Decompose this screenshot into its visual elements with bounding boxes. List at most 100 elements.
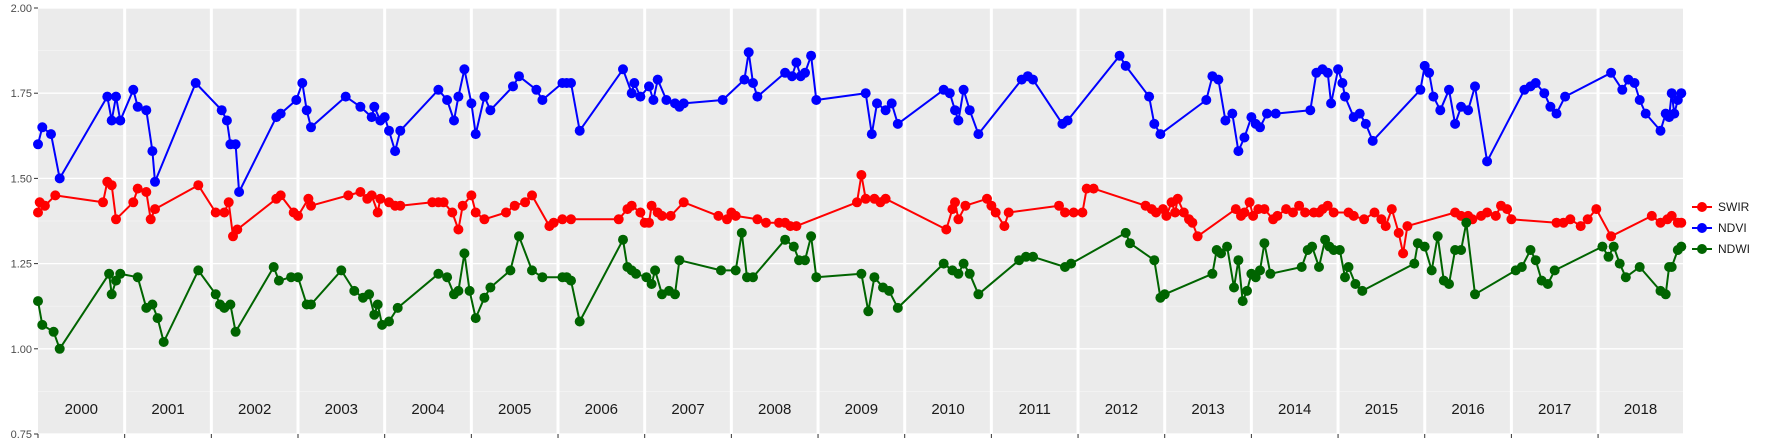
data-point-ndwi <box>670 289 680 300</box>
data-point-ndwi <box>1516 262 1527 272</box>
year-label: 2007 <box>671 401 704 418</box>
data-point-ndwi <box>306 299 316 310</box>
data-point-swir <box>557 214 568 225</box>
data-point-swir <box>657 210 667 221</box>
data-point-ndvi <box>102 91 113 102</box>
data-point-swir <box>1077 207 1088 218</box>
data-point-swir <box>50 190 61 201</box>
data-point-swir <box>1192 231 1203 242</box>
data-point-ndvi <box>1340 91 1350 102</box>
data-point-ndwi <box>953 268 964 279</box>
data-point-ndwi <box>1296 262 1307 272</box>
data-point-ndvi <box>1551 108 1562 119</box>
data-point-ndvi <box>111 91 121 102</box>
data-point-ndwi <box>863 306 874 317</box>
series-lines <box>33 47 1687 354</box>
data-point-ndvi <box>1028 74 1038 85</box>
legend-key-point <box>1697 223 1707 233</box>
data-point-swir <box>232 224 243 235</box>
data-point-ndwi <box>1350 279 1361 289</box>
data-point-ndvi <box>390 146 401 157</box>
data-point-swir <box>852 197 862 208</box>
data-point-swir <box>457 200 468 211</box>
data-point-swir <box>1244 197 1255 208</box>
data-point-ndwi <box>892 302 903 313</box>
data-point-ndvi <box>115 115 126 126</box>
data-point-swir <box>1386 204 1397 215</box>
data-point-ndwi <box>1242 285 1252 296</box>
data-point-ndvi <box>1354 108 1365 119</box>
data-point-swir <box>950 197 960 208</box>
data-point-ndvi <box>1463 105 1474 116</box>
data-point-ndwi <box>1461 217 1472 228</box>
year-label: 2008 <box>758 401 791 418</box>
data-point-ndvi <box>230 139 241 150</box>
year-label: 2016 <box>1451 401 1484 418</box>
data-point-ndvi <box>514 71 524 82</box>
y-tick-label: 2.00 <box>11 3 32 15</box>
data-point-swir <box>1172 193 1183 204</box>
y-tick-label: 1.50 <box>11 173 32 185</box>
data-point-ndwi <box>973 289 984 300</box>
data-point-ndvi <box>459 64 470 75</box>
data-point-swir <box>1178 207 1189 218</box>
data-point-ndvi <box>537 95 548 105</box>
data-point-ndvi <box>531 84 542 95</box>
data-point-ndwi <box>938 258 949 269</box>
data-point-ndwi <box>1120 227 1131 238</box>
year-label: 2005 <box>498 401 531 418</box>
data-point-ndvi <box>1155 129 1166 140</box>
data-point-ndwi <box>505 265 516 276</box>
data-point-ndvi <box>470 129 481 140</box>
data-point-swir <box>960 200 971 211</box>
data-point-ndwi <box>459 248 470 259</box>
year-label: 2002 <box>238 401 271 418</box>
data-point-ndvi <box>1676 88 1687 99</box>
data-point-swir <box>646 200 657 211</box>
data-point-swir <box>1248 210 1259 221</box>
data-point-ndwi <box>806 231 817 242</box>
data-point-ndwi <box>1255 265 1265 276</box>
data-point-swir <box>1490 210 1501 221</box>
data-point-ndwi <box>1409 258 1420 269</box>
year-label: 2003 <box>325 401 358 418</box>
data-point-swir <box>860 193 871 204</box>
data-point-swir <box>1646 210 1657 221</box>
data-point-swir <box>372 207 383 218</box>
data-point-ndvi <box>860 88 871 99</box>
data-point-ndwi <box>1125 238 1135 249</box>
data-point-ndwi <box>527 265 537 276</box>
data-point-ndvi <box>866 129 877 140</box>
data-point-ndvi <box>190 78 201 88</box>
data-point-ndvi <box>1120 60 1131 71</box>
data-point-ndvi <box>433 84 444 95</box>
data-point-swir <box>1003 207 1014 218</box>
data-point-ndvi <box>791 57 802 68</box>
data-point-swir <box>438 197 449 208</box>
data-point-swir <box>306 200 316 211</box>
data-point-ndvi <box>1444 84 1454 95</box>
data-point-ndwi <box>1444 279 1454 289</box>
data-point-ndvi <box>629 78 640 88</box>
data-point-ndwi <box>566 275 576 286</box>
data-point-ndvi <box>739 74 750 85</box>
data-point-ndwi <box>1207 268 1218 279</box>
data-point-swir <box>1402 221 1413 232</box>
data-point-ndwi <box>1222 241 1233 252</box>
data-point-swir <box>1300 207 1311 218</box>
data-point-ndwi <box>1525 245 1536 255</box>
data-point-swir <box>1272 210 1283 221</box>
data-point-ndvi <box>748 78 758 88</box>
data-point-swir <box>1551 217 1562 228</box>
data-point-ndvi <box>355 101 366 112</box>
data-point-ndwi <box>1660 289 1671 300</box>
data-point-ndwi <box>631 268 641 279</box>
data-point-swir <box>566 214 576 225</box>
data-point-ndwi <box>1149 255 1160 266</box>
data-point-swir <box>1088 183 1099 194</box>
legend-label: NDVI <box>1718 221 1747 235</box>
data-point-ndvi <box>485 105 496 116</box>
data-point-ndwi <box>268 262 279 272</box>
data-point-ndwi <box>1028 251 1038 262</box>
data-point-ndvi <box>1270 108 1281 119</box>
